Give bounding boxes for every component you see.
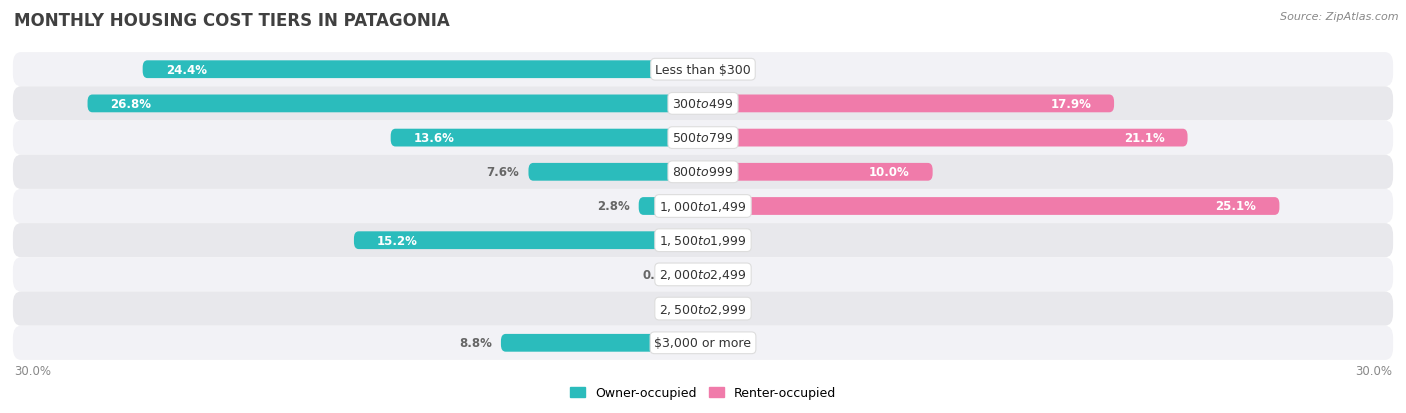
Text: 0.0%: 0.0% — [713, 234, 745, 247]
FancyBboxPatch shape — [13, 292, 1393, 326]
Text: $1,500 to $1,999: $1,500 to $1,999 — [659, 234, 747, 248]
Text: 10.0%: 10.0% — [869, 166, 910, 179]
FancyBboxPatch shape — [13, 53, 1393, 87]
Text: 0.0%: 0.0% — [661, 302, 693, 316]
Text: 30.0%: 30.0% — [14, 364, 51, 377]
FancyBboxPatch shape — [529, 164, 703, 181]
Text: $1,000 to $1,499: $1,000 to $1,499 — [659, 199, 747, 214]
Text: 24.4%: 24.4% — [166, 64, 207, 76]
Text: 8.8%: 8.8% — [458, 337, 492, 349]
FancyBboxPatch shape — [354, 232, 703, 249]
FancyBboxPatch shape — [703, 198, 1279, 215]
FancyBboxPatch shape — [13, 155, 1393, 190]
FancyBboxPatch shape — [703, 129, 1188, 147]
Text: 0.0%: 0.0% — [713, 302, 745, 316]
Text: 2.8%: 2.8% — [596, 200, 630, 213]
Text: MONTHLY HOUSING COST TIERS IN PATAGONIA: MONTHLY HOUSING COST TIERS IN PATAGONIA — [14, 12, 450, 30]
Text: $800 to $999: $800 to $999 — [672, 166, 734, 179]
Text: 25.1%: 25.1% — [1216, 200, 1257, 213]
Text: 7.6%: 7.6% — [486, 166, 519, 179]
FancyBboxPatch shape — [703, 164, 932, 181]
Text: 30.0%: 30.0% — [1355, 364, 1392, 377]
FancyBboxPatch shape — [13, 190, 1393, 223]
FancyBboxPatch shape — [685, 266, 703, 284]
FancyBboxPatch shape — [13, 87, 1393, 121]
Text: $2,500 to $2,999: $2,500 to $2,999 — [659, 302, 747, 316]
Text: 17.9%: 17.9% — [1050, 97, 1091, 111]
FancyBboxPatch shape — [638, 198, 703, 215]
Text: 13.6%: 13.6% — [413, 132, 454, 145]
Text: $2,000 to $2,499: $2,000 to $2,499 — [659, 268, 747, 282]
Text: $300 to $499: $300 to $499 — [672, 97, 734, 111]
Text: 0.0%: 0.0% — [713, 337, 745, 349]
FancyBboxPatch shape — [703, 95, 1114, 113]
Text: 0.0%: 0.0% — [713, 64, 745, 76]
Text: 21.1%: 21.1% — [1123, 132, 1164, 145]
Text: 26.8%: 26.8% — [111, 97, 152, 111]
Text: 0.0%: 0.0% — [713, 268, 745, 281]
FancyBboxPatch shape — [13, 326, 1393, 360]
Text: $3,000 or more: $3,000 or more — [655, 337, 751, 349]
FancyBboxPatch shape — [87, 95, 703, 113]
Text: Source: ZipAtlas.com: Source: ZipAtlas.com — [1281, 12, 1399, 22]
Text: 0.8%: 0.8% — [643, 268, 675, 281]
Text: $500 to $799: $500 to $799 — [672, 132, 734, 145]
Text: Less than $300: Less than $300 — [655, 64, 751, 76]
FancyBboxPatch shape — [391, 129, 703, 147]
FancyBboxPatch shape — [13, 258, 1393, 292]
FancyBboxPatch shape — [142, 61, 703, 79]
Legend: Owner-occupied, Renter-occupied: Owner-occupied, Renter-occupied — [565, 381, 841, 404]
FancyBboxPatch shape — [501, 334, 703, 352]
FancyBboxPatch shape — [13, 121, 1393, 155]
Text: 15.2%: 15.2% — [377, 234, 418, 247]
FancyBboxPatch shape — [13, 223, 1393, 258]
